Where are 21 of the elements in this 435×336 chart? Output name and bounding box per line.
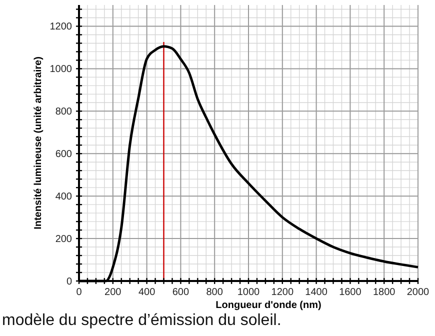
y-axis-title: Intensité lumineuse (unité arbitraire): [33, 56, 44, 230]
x-tick-label: 1000: [237, 287, 260, 298]
x-tick-label: 1800: [372, 287, 396, 298]
x-tick-label: 2000: [406, 287, 430, 298]
y-tick-label: 1200: [50, 22, 72, 33]
x-tick-label: 400: [138, 287, 156, 298]
y-tick-label: 600: [55, 149, 72, 160]
x-tick-label: 1400: [305, 287, 328, 298]
y-tick-label: 200: [55, 234, 72, 246]
x-tick-label: 800: [206, 287, 224, 298]
text: modèle du spectre d’émission du soleil.: [2, 312, 282, 329]
x-tick-label: 1200: [271, 287, 294, 298]
x-axis-title: Longueur d'onde (nm): [216, 300, 322, 311]
x-tick-label: 1600: [339, 287, 362, 298]
y-tick-label: 0: [66, 276, 72, 288]
x-tick-label: 0: [76, 287, 82, 298]
y-tick-label: 400: [55, 192, 72, 203]
y-tick-label: 1000: [50, 64, 72, 76]
x-tick-label: 600: [172, 287, 190, 298]
x-tick-label: 200: [104, 287, 122, 298]
y-tick-label: 800: [55, 106, 72, 118]
